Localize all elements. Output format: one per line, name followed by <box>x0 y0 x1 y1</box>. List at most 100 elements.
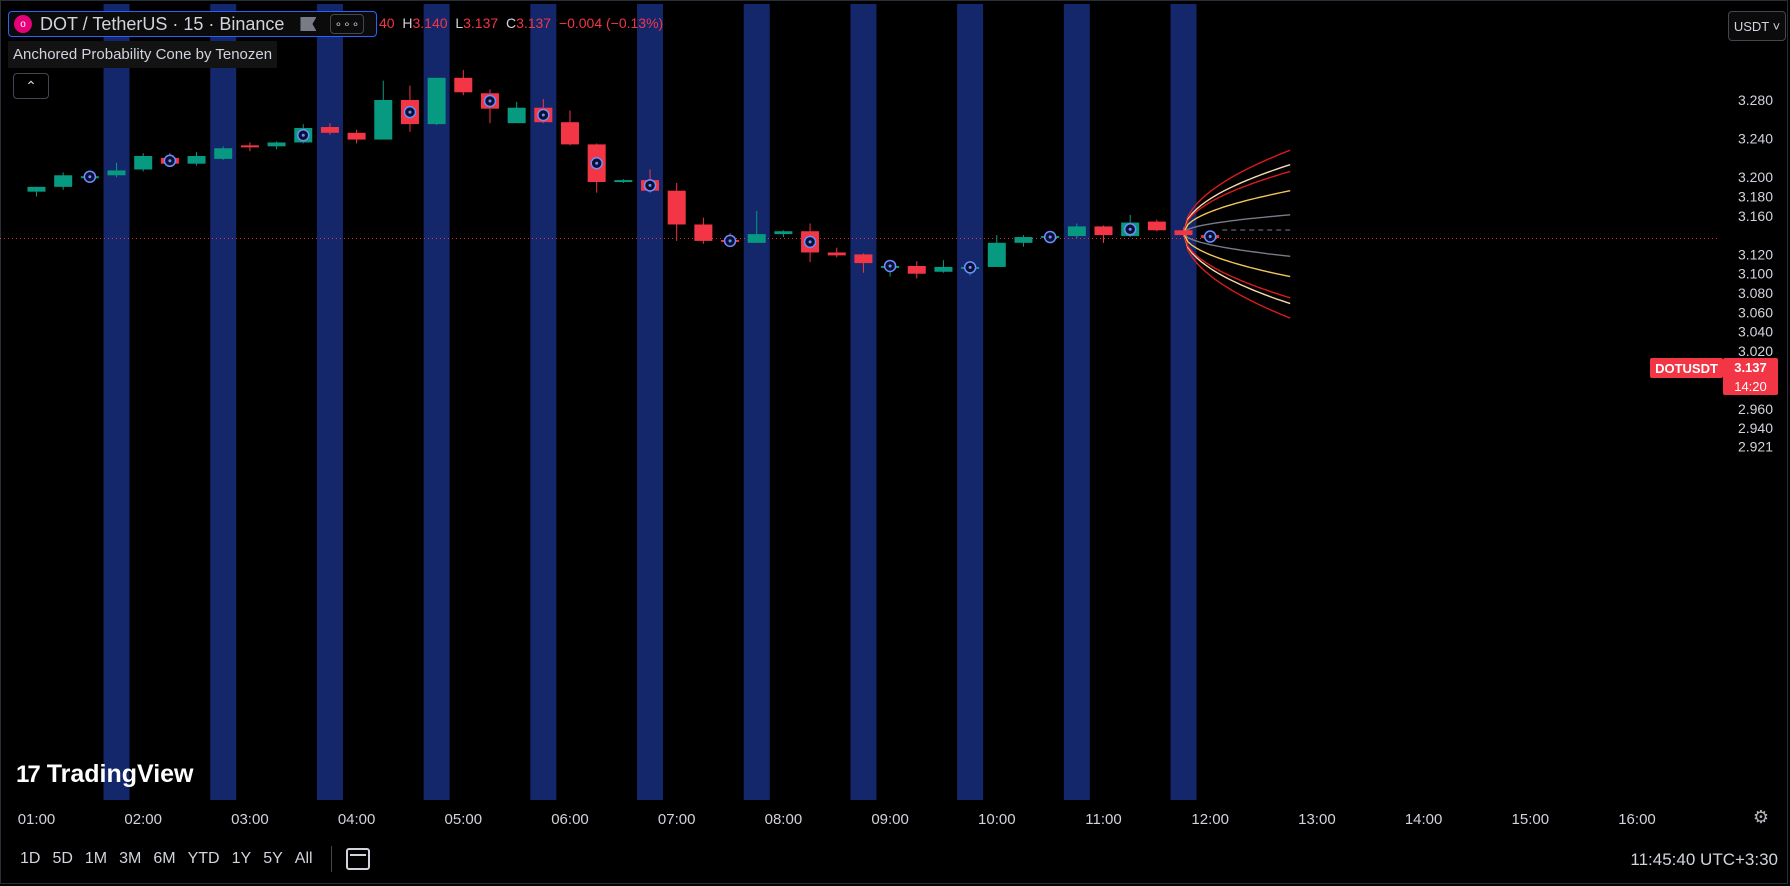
gear-icon[interactable]: ⚙ <box>1752 807 1770 827</box>
y-tick-label: 3.100 <box>1738 266 1773 282</box>
candle <box>1094 225 1113 243</box>
candle-body <box>240 145 259 148</box>
candle <box>267 141 286 150</box>
y-tick-label: 3.180 <box>1738 189 1773 205</box>
low-label: L <box>455 15 464 31</box>
candle <box>694 217 713 244</box>
indicator-legend[interactable]: Anchored Probability Cone by Tenozen <box>8 41 278 68</box>
candle-body <box>347 132 366 140</box>
cone-line-mid-upper <box>1182 164 1291 234</box>
candle-body <box>1174 230 1193 236</box>
signal-marker <box>883 259 897 273</box>
candle <box>54 172 73 190</box>
candle <box>987 235 1006 267</box>
symbol-legend[interactable]: o DOT / TetherUS · 15 · Binance ∘∘∘ <box>8 11 377 37</box>
y-tick-label: 3.060 <box>1738 304 1773 320</box>
signal-marker <box>723 234 737 248</box>
candle <box>107 162 126 178</box>
cone-line-core-lower <box>1182 232 1291 257</box>
signal-marker <box>163 154 177 168</box>
x-tick-label: 01:00 <box>18 811 56 828</box>
x-tick-label: 07:00 <box>658 811 696 828</box>
x-tick-label: 06:00 <box>551 811 589 828</box>
candle <box>1174 227 1193 238</box>
marker-dot <box>595 161 599 165</box>
candle-body <box>214 148 233 159</box>
range-button-all[interactable]: All <box>294 850 313 867</box>
candle-body <box>907 265 926 274</box>
candle-body <box>1147 221 1166 231</box>
candle <box>614 179 633 183</box>
range-button-1m[interactable]: 1M <box>84 850 108 867</box>
candle <box>827 247 846 258</box>
cone-line-mid-lower <box>1182 232 1291 305</box>
signal-marker <box>590 156 603 170</box>
candle-body <box>54 175 73 187</box>
tradingview-mark-icon: 17 <box>16 760 41 788</box>
candle-body <box>934 266 953 272</box>
signal-marker <box>803 235 817 249</box>
marker-dot <box>301 133 305 137</box>
more-button[interactable]: ∘∘∘ <box>330 14 365 34</box>
range-button-1d[interactable]: 1D <box>20 850 41 867</box>
y-tick-label: 3.160 <box>1738 208 1773 224</box>
y-tick-label: 3.020 <box>1738 343 1773 359</box>
high-label: H <box>402 15 413 31</box>
y-tick-label: 3.280 <box>1738 92 1773 108</box>
candle <box>854 253 873 273</box>
cone-line-inner-lower <box>1182 232 1291 278</box>
signal-marker <box>963 261 977 274</box>
y-tick-label: 2.960 <box>1738 401 1773 417</box>
candle-body <box>187 155 206 164</box>
session-band <box>210 4 237 800</box>
clock-readout[interactable]: 11:45:40 UTC+3:30 <box>1630 850 1778 869</box>
toolbar-divider <box>330 846 332 872</box>
range-button-5y[interactable]: 5Y <box>263 850 283 867</box>
chevron-up-icon: ⌃ <box>25 77 37 94</box>
calendar-goto-icon[interactable] <box>345 848 370 870</box>
session-band <box>1170 4 1197 800</box>
marker-dot <box>1128 227 1132 231</box>
collapse-legend-button[interactable]: ⌃ <box>13 73 49 99</box>
tradingview-logo[interactable]: 17 TradingView <box>16 760 194 789</box>
range-button-6m[interactable]: 6M <box>153 850 176 867</box>
currency-button[interactable]: USDT ˅ <box>1728 11 1786 41</box>
x-tick-label: 15:00 <box>1512 811 1550 828</box>
range-button-1y[interactable]: 1Y <box>231 850 252 867</box>
range-button-5d[interactable]: 5D <box>52 850 73 867</box>
candle <box>187 152 206 166</box>
symbol-title[interactable]: DOT / TetherUS · 15 · Binance <box>40 13 285 34</box>
signal-marker <box>403 105 417 119</box>
range-selector: 1D 5D 1M 3M 6M YTD 1Y 5Y All <box>20 850 325 868</box>
marker-dot <box>488 99 492 103</box>
candle <box>214 146 233 160</box>
range-button-3m[interactable]: 3M <box>119 850 142 867</box>
candle-body <box>107 170 126 176</box>
flag-icon[interactable] <box>300 17 317 31</box>
candle <box>507 101 526 124</box>
candle-body <box>454 77 473 93</box>
marker-dot <box>728 239 732 243</box>
cone-line-core-upper <box>1183 214 1291 234</box>
session-band <box>743 4 770 800</box>
range-button-ytd[interactable]: YTD <box>187 850 220 867</box>
candle-body <box>427 77 446 125</box>
session-band <box>103 4 130 800</box>
y-tick-label: 3.080 <box>1738 285 1773 301</box>
candle-body <box>694 224 713 241</box>
candle-body <box>774 231 793 235</box>
x-tick-label: 09:00 <box>871 811 909 828</box>
session-band <box>850 4 877 800</box>
indicator-name[interactable]: Anchored Probability Cone by Tenozen <box>13 46 273 63</box>
x-tick-label: 10:00 <box>978 811 1016 828</box>
x-tick-label: 05:00 <box>445 811 483 828</box>
signal-marker <box>297 128 310 142</box>
marker-dot <box>1048 235 1052 239</box>
candle <box>1014 235 1033 247</box>
session-band <box>530 4 557 800</box>
candle <box>747 210 766 243</box>
x-tick-label: 11:00 <box>1085 811 1121 828</box>
candle-body <box>267 142 286 147</box>
candle <box>907 261 926 279</box>
